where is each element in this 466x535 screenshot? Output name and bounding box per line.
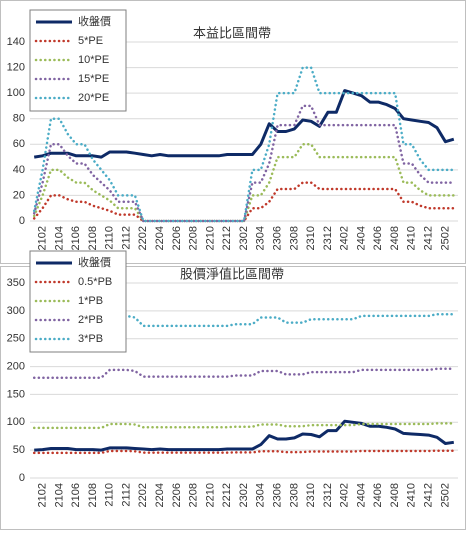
chart-title: 股價淨值比區間帶 (180, 266, 284, 281)
y-tick-label: 250 (7, 333, 25, 345)
y-tick-label: 350 (7, 277, 25, 289)
y-tick-label: 20 (13, 189, 25, 201)
x-tick-label: 2206 (171, 226, 183, 250)
x-tick-label: 2206 (171, 483, 183, 507)
legend-label: 5*PE (78, 35, 103, 47)
x-tick-label: 2310 (305, 226, 317, 250)
x-tick-label: 2208 (188, 226, 200, 250)
x-tick-label: 2110 (104, 226, 116, 250)
x-tick-label: 2404 (355, 483, 367, 507)
x-tick-label: 2112 (120, 226, 132, 250)
legend-label: 1*PB (78, 295, 103, 307)
x-tick-label: 2402 (339, 226, 351, 250)
x-tick-label: 2310 (305, 483, 317, 507)
x-tick-label: 2210 (204, 226, 216, 250)
y-tick-label: 140 (7, 36, 25, 48)
legend-label: 3*PB (78, 333, 103, 345)
x-tick-label: 2212 (221, 483, 233, 507)
series-line (32, 422, 456, 430)
y-tick-label: 80 (13, 113, 25, 125)
x-tick-label: 2106 (70, 226, 82, 250)
x-tick-label: 2402 (339, 483, 351, 507)
y-tick-label: 0 (19, 215, 25, 227)
y-tick-label: 300 (7, 305, 25, 317)
x-tick-label: 2406 (372, 226, 384, 250)
x-tick-label: 2308 (288, 226, 300, 250)
x-tick-label: 2212 (221, 226, 233, 250)
x-tick-label: 2306 (271, 226, 283, 250)
x-tick-label: 2308 (288, 483, 300, 507)
x-tick-label: 2104 (53, 226, 65, 250)
x-tick-label: 2312 (322, 226, 334, 250)
x-tick-label: 2204 (154, 483, 166, 507)
x-tick-label: 2412 (423, 483, 435, 507)
legend-label: 收盤價 (78, 14, 111, 28)
x-tick-label: 2204 (154, 226, 166, 250)
legend-label: 20*PE (78, 92, 109, 104)
legend-label: 收盤價 (78, 255, 111, 269)
x-tick-label: 2302 (238, 226, 250, 250)
legend-label: 15*PE (78, 73, 109, 85)
x-tick-label: 2412 (423, 226, 435, 250)
series-line (32, 312, 456, 329)
x-tick-label: 2108 (87, 483, 99, 507)
series-line (33, 89, 455, 159)
x-tick-label: 2304 (255, 226, 267, 250)
series-line (32, 104, 456, 223)
x-tick-label: 2208 (188, 483, 200, 507)
x-tick-label: 2502 (439, 226, 451, 250)
y-tick-label: 200 (7, 360, 25, 372)
chart-title: 本益比區間帶 (193, 25, 271, 40)
x-tick-label: 2102 (36, 226, 48, 250)
y-tick-label: 150 (7, 388, 25, 400)
x-tick-label: 2502 (439, 483, 451, 507)
x-tick-label: 2304 (255, 483, 267, 507)
x-tick-label: 2410 (406, 226, 418, 250)
x-tick-label: 2202 (137, 226, 149, 250)
y-tick-label: 100 (7, 87, 25, 99)
x-tick-label: 2408 (389, 226, 401, 250)
y-tick-label: 0 (19, 472, 25, 484)
x-tick-label: 2110 (104, 483, 116, 507)
series-line (32, 449, 456, 455)
x-tick-label: 2406 (372, 483, 384, 507)
x-tick-label: 2210 (204, 483, 216, 507)
y-tick-label: 40 (13, 164, 25, 176)
x-tick-label: 2408 (389, 483, 401, 507)
x-tick-label: 2410 (406, 483, 418, 507)
y-tick-label: 120 (7, 61, 25, 73)
legend-label: 0.5*PB (78, 276, 112, 288)
y-tick-label: 60 (13, 138, 25, 150)
series-line (32, 66, 456, 223)
x-tick-label: 2302 (238, 483, 250, 507)
legend-label: 2*PB (78, 314, 103, 326)
y-tick-label: 100 (7, 416, 25, 428)
x-tick-label: 2312 (322, 483, 334, 507)
series-line (32, 181, 456, 223)
x-tick-label: 2202 (137, 483, 149, 507)
x-tick-label: 2112 (120, 483, 132, 507)
x-tick-label: 2108 (87, 226, 99, 250)
y-tick-label: 50 (13, 444, 25, 456)
series-line (34, 419, 455, 452)
x-tick-label: 2404 (355, 226, 367, 250)
x-tick-label: 2104 (53, 483, 65, 507)
x-tick-label: 2106 (70, 483, 82, 507)
x-tick-label: 2102 (36, 483, 48, 507)
x-tick-label: 2306 (271, 483, 283, 507)
legend-label: 10*PE (78, 54, 109, 66)
